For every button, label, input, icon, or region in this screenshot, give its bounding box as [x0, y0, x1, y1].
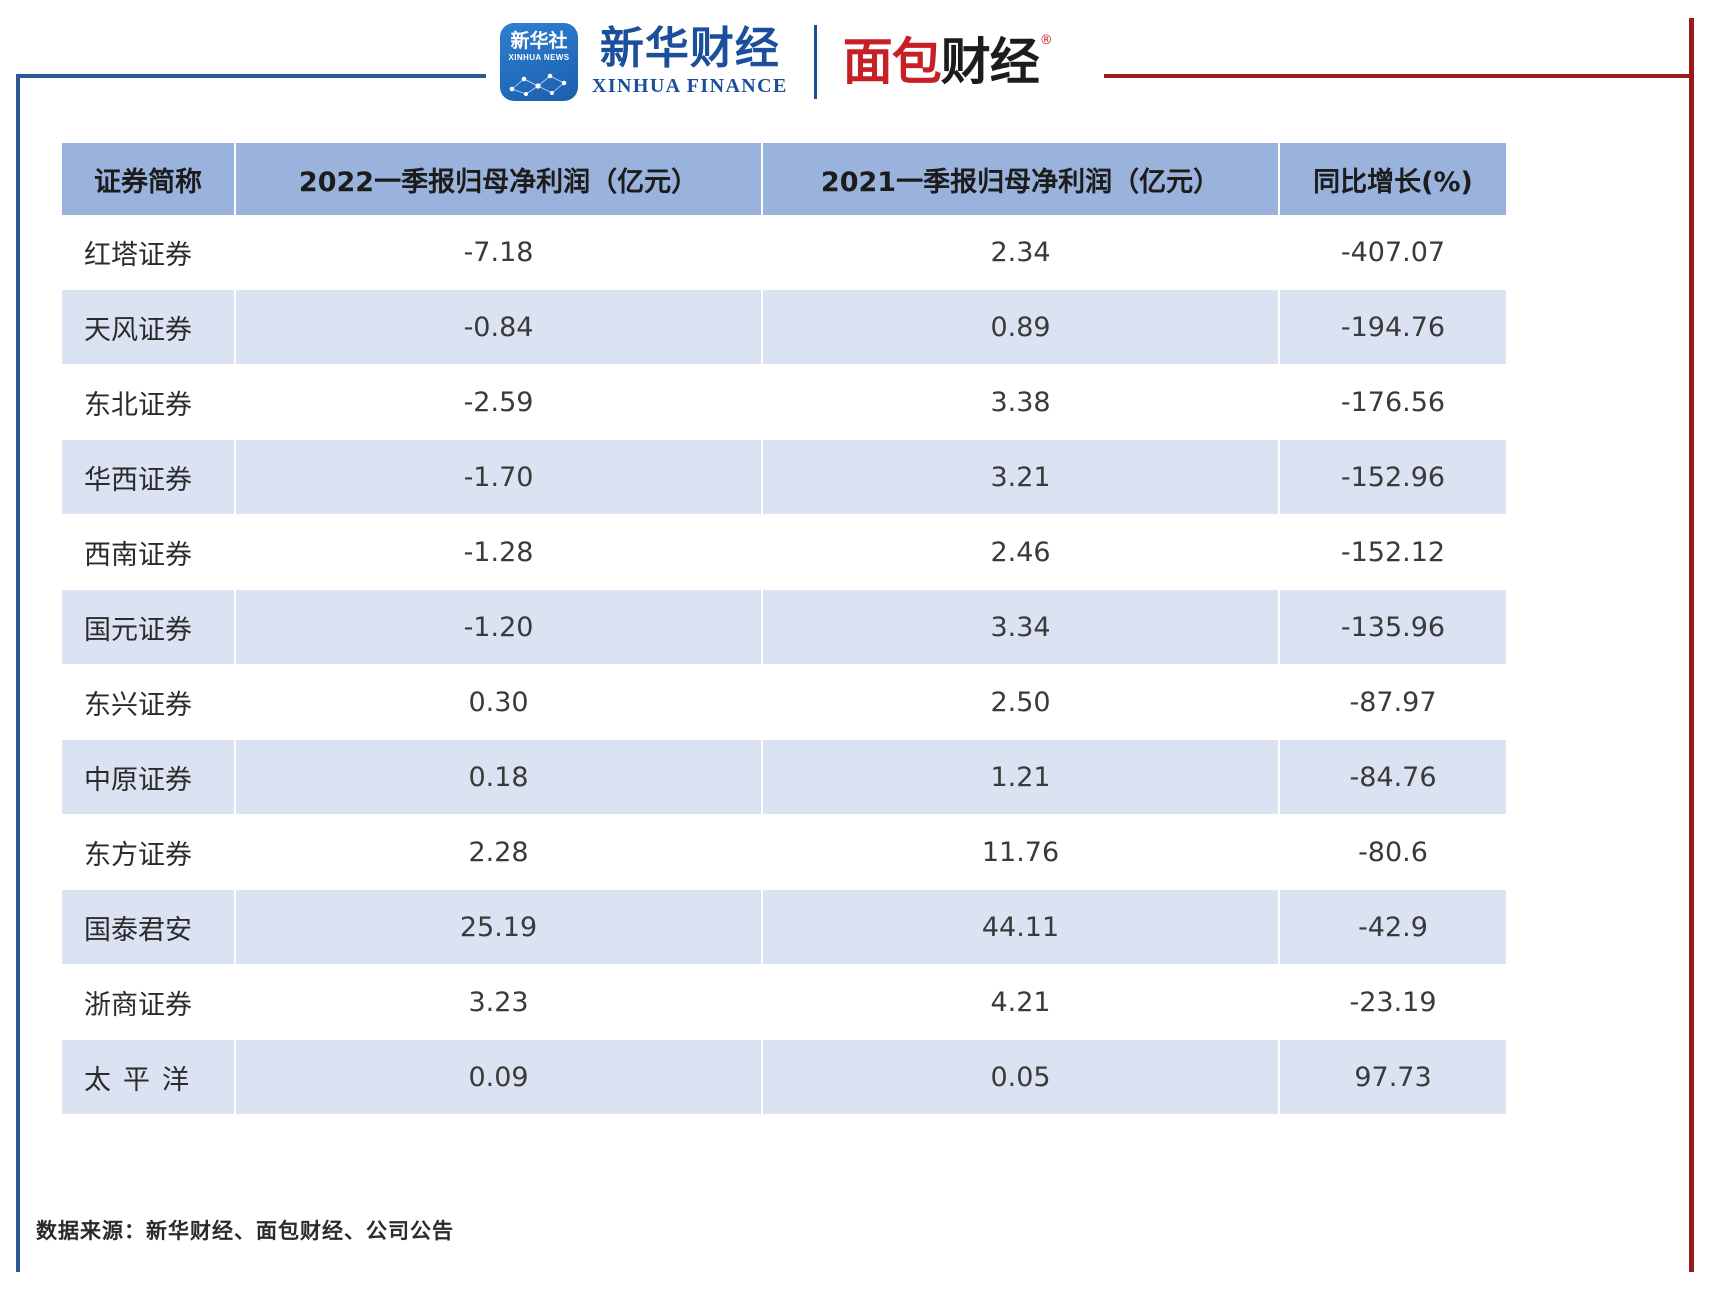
cell-profit-2021: 3.38 [762, 364, 1280, 440]
table-row: 红塔证券 -7.18 2.34 -407.07 [62, 215, 1506, 290]
table-body: 红塔证券 -7.18 2.34 -407.07 天风证券 -0.84 0.89 -194.7… [62, 215, 1506, 1115]
cell-yoy: -152.12 [1279, 514, 1506, 590]
column-header-name: 证券简称 [62, 143, 236, 215]
cell-security-name: 国泰君安 [62, 889, 236, 965]
cell-security-name: 中原证券 [62, 739, 236, 815]
cell-security-name: 东北证券 [62, 364, 236, 440]
table-row: 国元证券 -1.20 3.34 -135.96 [62, 589, 1506, 665]
frame-red-top-rule [1104, 74, 1694, 78]
cell-profit-2022: -1.20 [235, 589, 763, 665]
mianbao-finance-logo: 面包财经 ® [842, 33, 1053, 91]
cell-yoy: -194.76 [1279, 289, 1506, 365]
xinhua-finance-cn: 新华财经 [599, 23, 780, 75]
cell-security-name: 太平洋 [62, 1039, 236, 1115]
cell-security-name: 国元证券 [62, 589, 236, 665]
cell-yoy: -407.07 [1279, 215, 1506, 290]
column-header-yoy: 同比增长(%) [1279, 143, 1506, 215]
cell-profit-2022: 0.18 [235, 739, 763, 815]
table-header-row: 证券简称 2022一季报归母净利润（亿元） 2021一季报归母净利润（亿元） 同… [62, 143, 1506, 215]
table-row: 华西证券 -1.70 3.21 -152.96 [62, 439, 1506, 515]
cell-security-name: 天风证券 [62, 289, 236, 365]
column-header-profit-2022: 2022一季报归母净利润（亿元） [235, 143, 763, 215]
xinhua-news-badge-cn: 新华社 [510, 31, 568, 52]
cell-profit-2021: 44.11 [762, 889, 1280, 965]
data-source-note: 数据来源：新华财经、面包财经、公司公告 [36, 1218, 454, 1243]
logo-divider [813, 25, 817, 99]
cell-profit-2022: 0.09 [235, 1039, 763, 1115]
xinhua-news-badge-icon: 新华社 XINHUA NEWS [500, 23, 578, 101]
cell-profit-2022: 0.30 [235, 664, 763, 740]
cell-yoy: -23.19 [1279, 964, 1506, 1040]
cell-yoy: -87.97 [1279, 664, 1506, 740]
column-header-profit-2021: 2021一季报归母净利润（亿元） [762, 143, 1280, 215]
cell-profit-2021: 4.21 [762, 964, 1280, 1040]
frame-red-right-rule [1689, 18, 1694, 1272]
table-row: 太平洋 0.09 0.05 97.73 [62, 1039, 1506, 1115]
cell-security-name: 浙商证券 [62, 964, 236, 1040]
cell-profit-2022: 2.28 [235, 814, 763, 890]
network-dots-icon [509, 73, 567, 96]
cell-security-name: 东方证券 [62, 814, 236, 890]
frame-blue-left-rule [16, 76, 20, 1272]
cell-profit-2022: -1.28 [235, 514, 763, 590]
table-row: 东方证券 2.28 11.76 -80.6 [62, 814, 1506, 890]
cell-profit-2022: -1.70 [235, 439, 763, 515]
xinhua-news-badge-en: XINHUA NEWS [508, 53, 570, 62]
brand-logo-bar: 新华社 XINHUA NEWS 新华财经 XINHUA FINANCE 面包 [500, 12, 1100, 112]
cell-yoy: -42.9 [1279, 889, 1506, 965]
cell-yoy: -84.76 [1279, 739, 1506, 815]
cell-profit-2022: -2.59 [235, 364, 763, 440]
cell-profit-2021: 0.89 [762, 289, 1280, 365]
xinhua-finance-logo: 新华财经 XINHUA FINANCE [592, 26, 788, 98]
table-row: 国泰君安 25.19 44.11 -42.9 [62, 889, 1506, 965]
registered-mark-icon: ® [1039, 33, 1053, 48]
table-row: 西南证券 -1.28 2.46 -152.12 [62, 514, 1506, 590]
cell-yoy: -80.6 [1279, 814, 1506, 890]
cell-profit-2022: 3.23 [235, 964, 763, 1040]
cell-profit-2021: 3.34 [762, 589, 1280, 665]
cell-profit-2021: 0.05 [762, 1039, 1280, 1115]
table-row: 东北证券 -2.59 3.38 -176.56 [62, 364, 1506, 440]
table-row: 中原证券 0.18 1.21 -84.76 [62, 739, 1506, 815]
cell-profit-2022: -7.18 [235, 215, 763, 290]
xinhua-finance-en: XINHUA FINANCE [592, 74, 788, 97]
cell-security-name: 红塔证券 [62, 215, 236, 290]
cell-yoy: -152.96 [1279, 439, 1506, 515]
frame-blue-top-rule [16, 74, 486, 78]
cell-profit-2021: 2.50 [762, 664, 1280, 740]
cell-security-name: 华西证券 [62, 439, 236, 515]
cell-security-name: 东兴证券 [62, 664, 236, 740]
mianbao-finance-cn: 面包财经 [842, 33, 1040, 91]
earnings-table: 证券简称 2022一季报归母净利润（亿元） 2021一季报归母净利润（亿元） 同… [62, 143, 1506, 1115]
earnings-table-container: 证券简称 2022一季报归母净利润（亿元） 2021一季报归母净利润（亿元） 同… [62, 143, 1506, 1115]
cell-profit-2021: 11.76 [762, 814, 1280, 890]
cell-profit-2022: -0.84 [235, 289, 763, 365]
cell-profit-2021: 2.46 [762, 514, 1280, 590]
table-row: 天风证券 -0.84 0.89 -194.76 [62, 289, 1506, 365]
cell-profit-2021: 2.34 [762, 215, 1280, 290]
cell-yoy: -176.56 [1279, 364, 1506, 440]
cell-profit-2021: 3.21 [762, 439, 1280, 515]
cell-yoy: 97.73 [1279, 1039, 1506, 1115]
cell-profit-2022: 25.19 [235, 889, 763, 965]
cell-yoy: -135.96 [1279, 589, 1506, 665]
cell-profit-2021: 1.21 [762, 739, 1280, 815]
table-row: 浙商证券 3.23 4.21 -23.19 [62, 964, 1506, 1040]
cell-security-name: 西南证券 [62, 514, 236, 590]
table-row: 东兴证券 0.30 2.50 -87.97 [62, 664, 1506, 740]
